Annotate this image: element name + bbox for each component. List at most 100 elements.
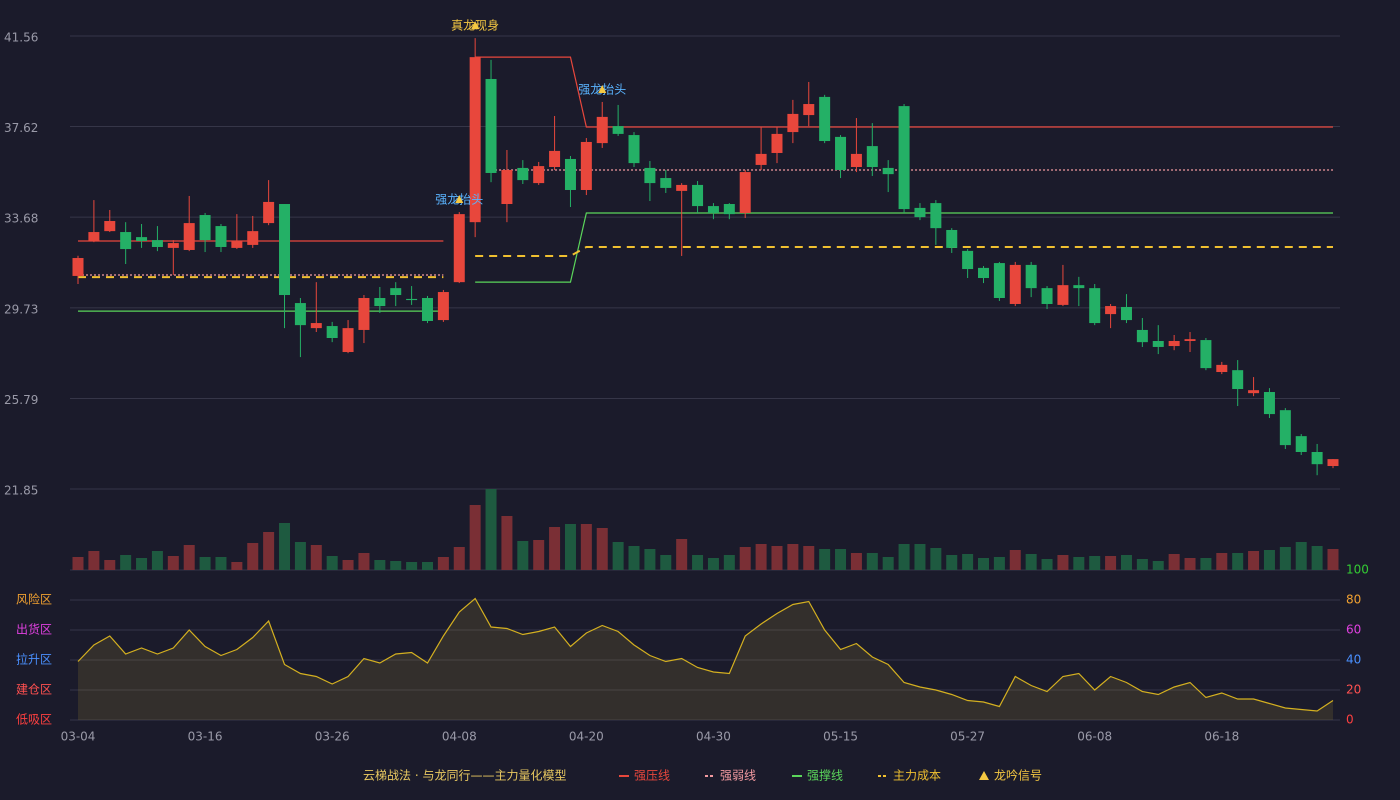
candle-body [835, 136, 847, 170]
candle-body [342, 328, 354, 353]
candle-body [644, 167, 656, 184]
legend-label: 主力成本 [893, 769, 941, 783]
candle-body [596, 116, 608, 144]
volume-bar [771, 546, 783, 570]
volume-bar [437, 557, 449, 570]
volume-bar [485, 489, 497, 570]
volume-bar [1105, 556, 1117, 570]
volume-bar [882, 557, 894, 570]
volume-bar [183, 545, 195, 570]
volume-bar [739, 547, 751, 570]
x-tick-label: 03-16 [188, 730, 223, 744]
candle-body [676, 184, 688, 191]
y2-tick-label: 40 [1346, 653, 1361, 667]
volume-bar [1041, 559, 1053, 570]
candle-body [898, 106, 910, 210]
volume-bar [898, 544, 910, 570]
volume-bar [453, 547, 465, 570]
candle-body [310, 323, 322, 329]
y-tick-label: 21.85 [4, 484, 38, 498]
volume-bar [850, 553, 862, 570]
volume-bar [596, 528, 608, 570]
volume-bar [692, 555, 704, 570]
candle-body [580, 141, 592, 190]
volume-bar [1089, 556, 1101, 570]
candle-body [231, 241, 243, 248]
candle-body [866, 146, 878, 168]
x-tick-label: 05-15 [823, 730, 858, 744]
volume-bar [263, 532, 275, 570]
x-tick-label: 05-27 [950, 730, 985, 744]
candle-body [104, 221, 116, 232]
zone-label: 建仓区 [16, 683, 52, 697]
y-tick-label: 25.79 [4, 393, 38, 407]
candle-body [263, 201, 275, 224]
candle-body [787, 113, 799, 133]
volume-bar [612, 542, 624, 570]
candle-body [1263, 392, 1275, 415]
candle-body [739, 172, 751, 213]
candle-body [803, 104, 815, 116]
candle-body [771, 133, 783, 153]
candle-body [1248, 390, 1260, 394]
volume-bar [88, 551, 100, 570]
signal-marker [471, 21, 480, 30]
candle-body [1136, 329, 1148, 343]
volume-bar [787, 544, 799, 570]
y2-tick-label: 0 [1346, 713, 1354, 727]
volume-bar [279, 523, 291, 570]
candle-body [1073, 285, 1085, 289]
candle-body [1009, 264, 1021, 304]
candle-body [1311, 451, 1323, 465]
volume-bar [564, 524, 576, 570]
oscillator-area [78, 598, 1333, 720]
candle-body [978, 267, 990, 279]
volume-bar [819, 549, 831, 570]
volume-bar [136, 558, 148, 570]
candle-body [533, 166, 545, 184]
volume-bar [72, 557, 84, 570]
volume-bar [151, 551, 163, 570]
x-tick-label: 06-08 [1077, 730, 1112, 744]
volume-bar [946, 555, 958, 570]
volume-bar [803, 546, 815, 570]
volume-bar [1025, 554, 1037, 570]
volume-bar [1073, 557, 1085, 570]
volume-bar [294, 542, 306, 570]
x-tick-label: 03-26 [315, 730, 350, 744]
volume-bar [167, 556, 179, 570]
zone-label: 拉升区 [16, 652, 52, 667]
x-tick-label: 03-04 [61, 730, 96, 744]
candle-body [326, 326, 338, 338]
volume-bar [549, 527, 561, 570]
y-tick-label: 29.73 [4, 302, 38, 316]
candle-body [707, 206, 719, 213]
candle-body [628, 135, 640, 164]
y2-tick-label: 60 [1346, 623, 1361, 637]
volume-bar [835, 549, 847, 570]
candle-body [850, 153, 862, 168]
volume-bar [676, 539, 688, 570]
candle-body [819, 96, 831, 142]
candle-body [215, 226, 227, 247]
legend-label: 强弱线 [720, 769, 756, 783]
candle-body [1041, 288, 1053, 304]
candle-body [1089, 288, 1101, 324]
volume-bar [1311, 546, 1323, 570]
candle-body [1184, 339, 1196, 341]
candle-body [517, 167, 529, 181]
candle-body [120, 232, 132, 250]
volume-bar [1248, 551, 1260, 570]
signal-marker [598, 84, 607, 93]
candle-body [1232, 370, 1244, 390]
y-tick-label: 37.62 [4, 121, 38, 135]
x-tick-label: 04-08 [442, 730, 477, 744]
volume-bar [628, 546, 640, 570]
volume-bar [374, 560, 386, 570]
volume-bar [707, 558, 719, 570]
volume-bar [1279, 547, 1291, 570]
volume-bar [930, 548, 942, 570]
volume-bar [1263, 550, 1275, 570]
volume-bar [517, 541, 529, 570]
